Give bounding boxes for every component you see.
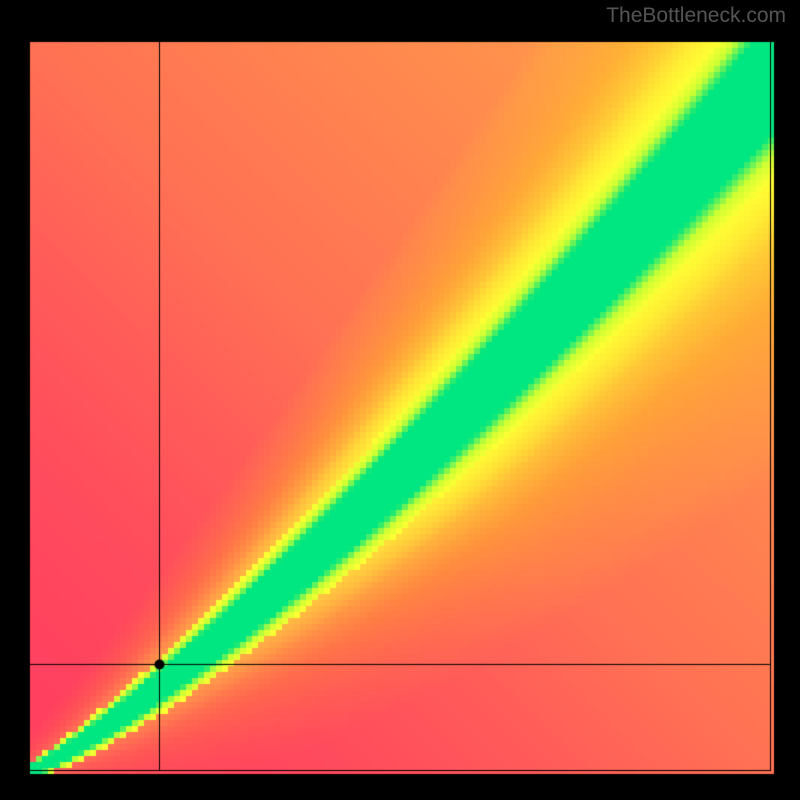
watermark-text: TheBottleneck.com [606,4,786,28]
bottleneck-heatmap [0,0,800,800]
chart-container: TheBottleneck.com [0,0,800,800]
